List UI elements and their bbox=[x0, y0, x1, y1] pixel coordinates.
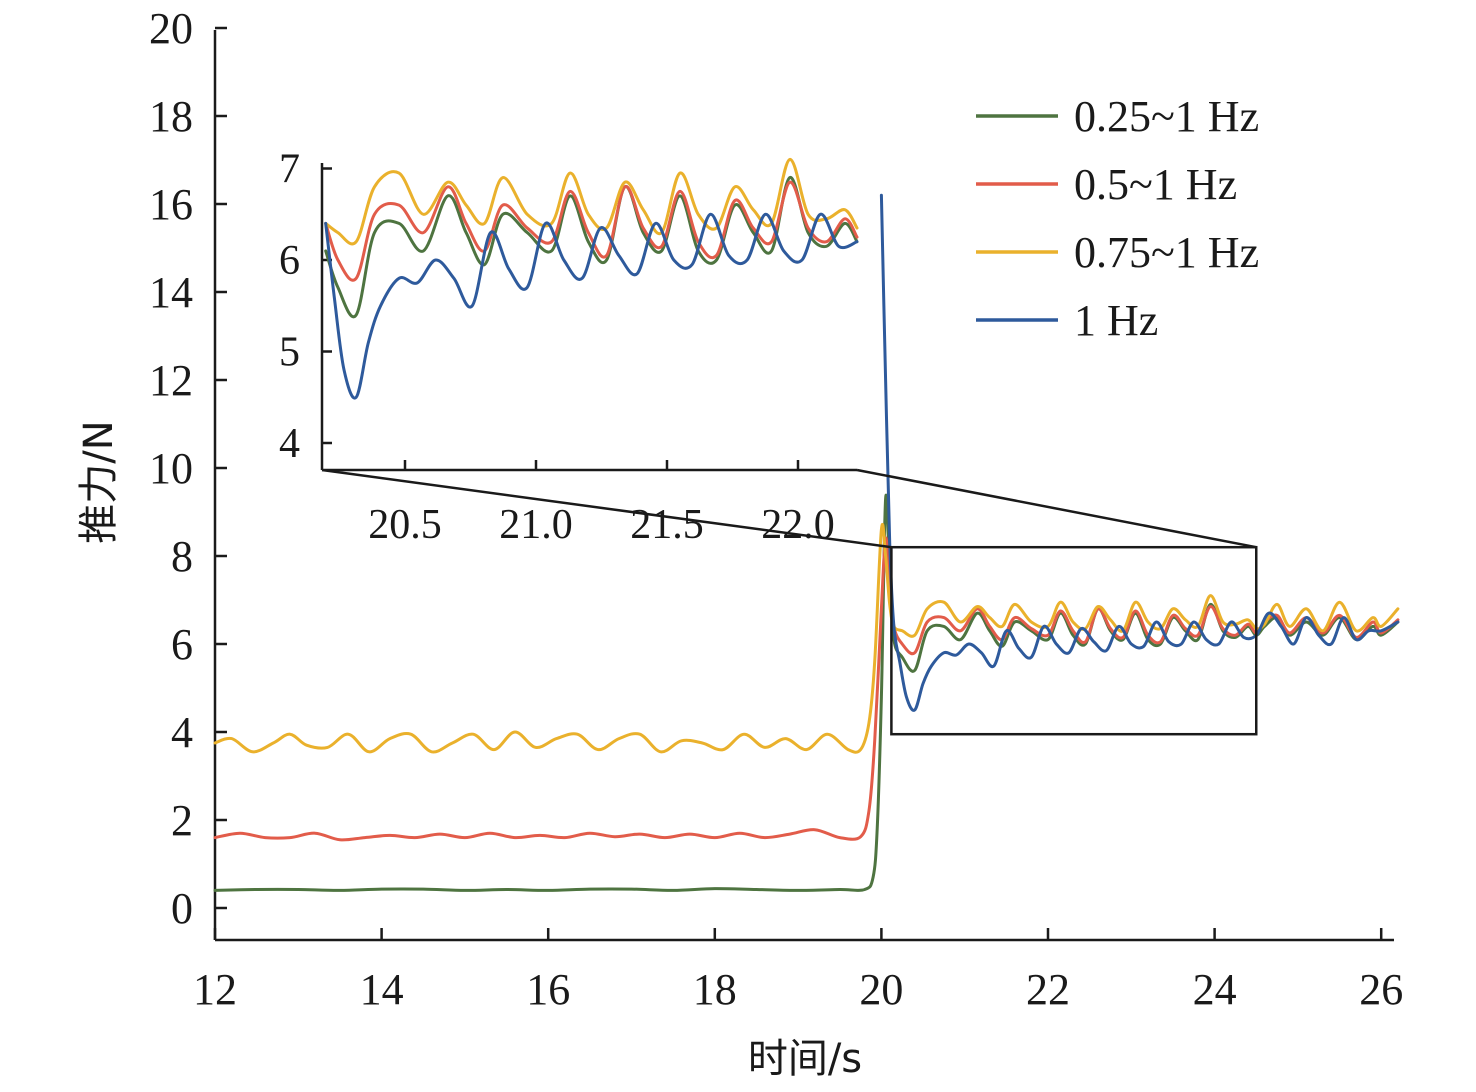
series-line-3 bbox=[879, 193, 1400, 712]
x-tick-label: 16 bbox=[526, 965, 570, 1014]
main-series bbox=[213, 193, 1400, 892]
zoom-connector-left bbox=[321, 468, 892, 549]
y-tick-label: 6 bbox=[171, 620, 193, 669]
legend-label: 0.25~1 Hz bbox=[1074, 92, 1259, 141]
y-tick-label: 16 bbox=[149, 180, 193, 229]
inset-x-tick-label: 21.0 bbox=[499, 502, 573, 548]
legend-label: 0.5~1 Hz bbox=[1074, 160, 1237, 209]
legend-label: 0.75~1 Hz bbox=[1074, 228, 1259, 277]
inset-x-tick-label: 21.5 bbox=[630, 502, 704, 548]
inset-y-tick-label: 4 bbox=[279, 421, 300, 467]
inset-y-tick-label: 7 bbox=[279, 147, 300, 193]
x-tick-label: 12 bbox=[193, 965, 237, 1014]
legend-label: 1 Hz bbox=[1074, 296, 1158, 345]
inset-series bbox=[324, 157, 859, 400]
inset-y-tick-label: 5 bbox=[279, 330, 300, 376]
inset-series-line-3 bbox=[324, 212, 859, 400]
x-axis-title: 时间/s bbox=[748, 1036, 862, 1082]
x-tick-label: 18 bbox=[693, 965, 737, 1014]
series-line-2 bbox=[213, 523, 1400, 754]
y-tick-label: 18 bbox=[149, 92, 193, 141]
series-line-0 bbox=[213, 493, 1400, 892]
y-tick-label: 12 bbox=[149, 356, 193, 405]
zoom-box bbox=[890, 545, 1258, 736]
inset-x-tick-label: 22.0 bbox=[761, 502, 835, 548]
x-tick-label: 22 bbox=[1026, 965, 1070, 1014]
x-tick-label: 26 bbox=[1359, 965, 1403, 1014]
y-tick-label: 8 bbox=[171, 532, 193, 581]
y-axis-title: 推力/N bbox=[76, 420, 122, 543]
inset-x-tick-label: 20.5 bbox=[368, 502, 442, 548]
series-line-1 bbox=[213, 536, 1400, 842]
y-tick-label: 20 bbox=[149, 4, 193, 53]
y-tick-label: 0 bbox=[171, 884, 193, 933]
x-tick-label: 20 bbox=[859, 965, 903, 1014]
y-tick-label: 10 bbox=[149, 444, 193, 493]
legend: 0.25~1 Hz 0.5~1 Hz 0.75~1 Hz 1 Hz bbox=[976, 92, 1259, 345]
inset-plot: 4 5 6 7 20.5 21.0 21.5 22.0 bbox=[279, 147, 857, 548]
y-tick-label: 2 bbox=[171, 796, 193, 845]
inset-y-tick-label: 6 bbox=[279, 238, 300, 284]
inset-series-line-1 bbox=[324, 180, 859, 282]
zoom-connector-right bbox=[856, 468, 1257, 549]
x-tick-label: 14 bbox=[360, 965, 404, 1014]
y-tick-label: 4 bbox=[171, 708, 193, 757]
x-tick-label: 24 bbox=[1193, 965, 1237, 1014]
inset-series-line-2 bbox=[324, 157, 859, 246]
zoom-indicator bbox=[321, 468, 1258, 736]
y-tick-label: 14 bbox=[149, 268, 193, 317]
inset-background bbox=[322, 155, 857, 470]
